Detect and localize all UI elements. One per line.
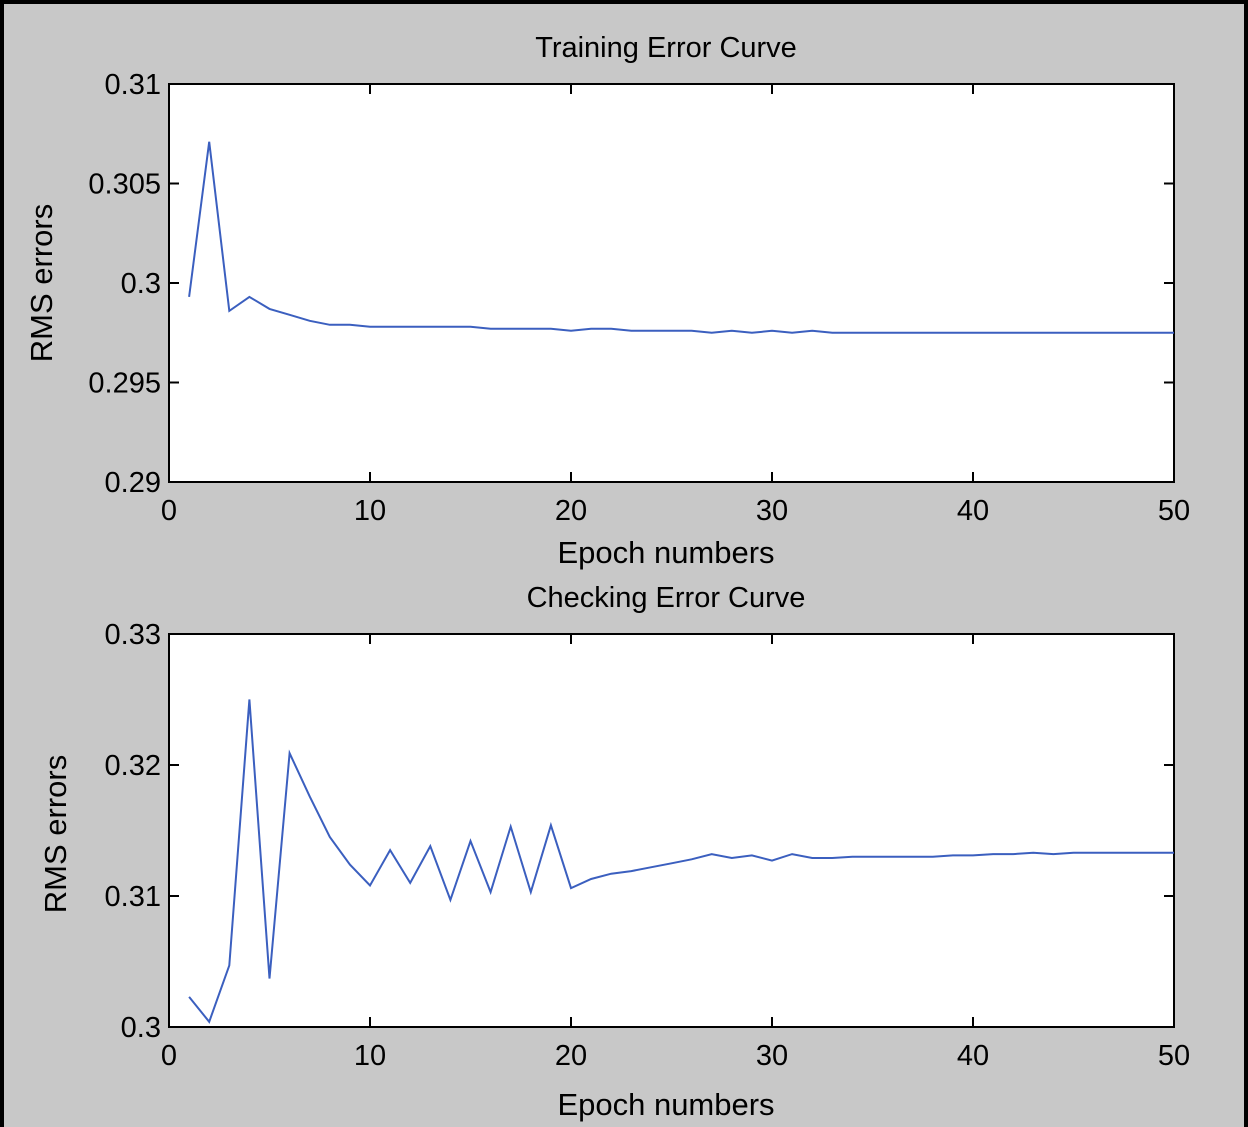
y-axis-label: RMS errors bbox=[24, 204, 59, 362]
y-axis-label: RMS errors bbox=[38, 755, 73, 913]
y-tick-label: 0.3 bbox=[121, 1012, 161, 1044]
x-axis-label: Epoch numbers bbox=[557, 1087, 774, 1122]
x-tick-label: 50 bbox=[1158, 495, 1190, 527]
y-tick-label: 0.31 bbox=[105, 881, 161, 913]
x-tick-label: 10 bbox=[354, 1040, 386, 1072]
chart-title: Training Error Curve bbox=[535, 32, 797, 64]
chart-title: Checking Error Curve bbox=[527, 582, 806, 614]
y-tick-label: 0.29 bbox=[105, 467, 161, 499]
training-error-chart: Training Error Curve 0 10 20 30 40 50 0.29 0.29… bbox=[24, 32, 1190, 570]
y-tick-label: 0.33 bbox=[105, 619, 161, 651]
y-tick-label: 0.3 bbox=[121, 268, 161, 300]
x-axis-label: Epoch numbers bbox=[557, 535, 774, 570]
x-tick-label: 10 bbox=[354, 495, 386, 527]
x-tick-label: 40 bbox=[957, 495, 989, 527]
y-tick-label: 0.295 bbox=[88, 368, 161, 400]
y-tick-label: 0.31 bbox=[105, 69, 161, 101]
series-line bbox=[188, 141, 1174, 334]
x-tick-label: 30 bbox=[756, 1040, 788, 1072]
x-tick-label: 20 bbox=[555, 495, 587, 527]
series-line bbox=[188, 699, 1174, 1024]
x-tick-label: 0 bbox=[161, 495, 177, 527]
figure-canvas: Training Error Curve 0 10 20 30 40 50 0.29 0.29… bbox=[24, 32, 1190, 1122]
x-tick-label: 30 bbox=[756, 495, 788, 527]
x-tick-label: 20 bbox=[555, 1040, 587, 1072]
y-tick-label: 0.32 bbox=[105, 750, 161, 782]
y-tick-label: 0.305 bbox=[88, 169, 161, 201]
plot-area bbox=[168, 83, 1175, 483]
x-tick-label: 0 bbox=[161, 1040, 177, 1072]
x-tick-label: 40 bbox=[957, 1040, 989, 1072]
x-tick-label: 50 bbox=[1158, 1040, 1190, 1072]
checking-error-chart: Checking Error Curve 0 10 20 30 40 50 0.3 0.31 0… bbox=[38, 582, 1190, 1122]
plot-area bbox=[168, 633, 1175, 1028]
